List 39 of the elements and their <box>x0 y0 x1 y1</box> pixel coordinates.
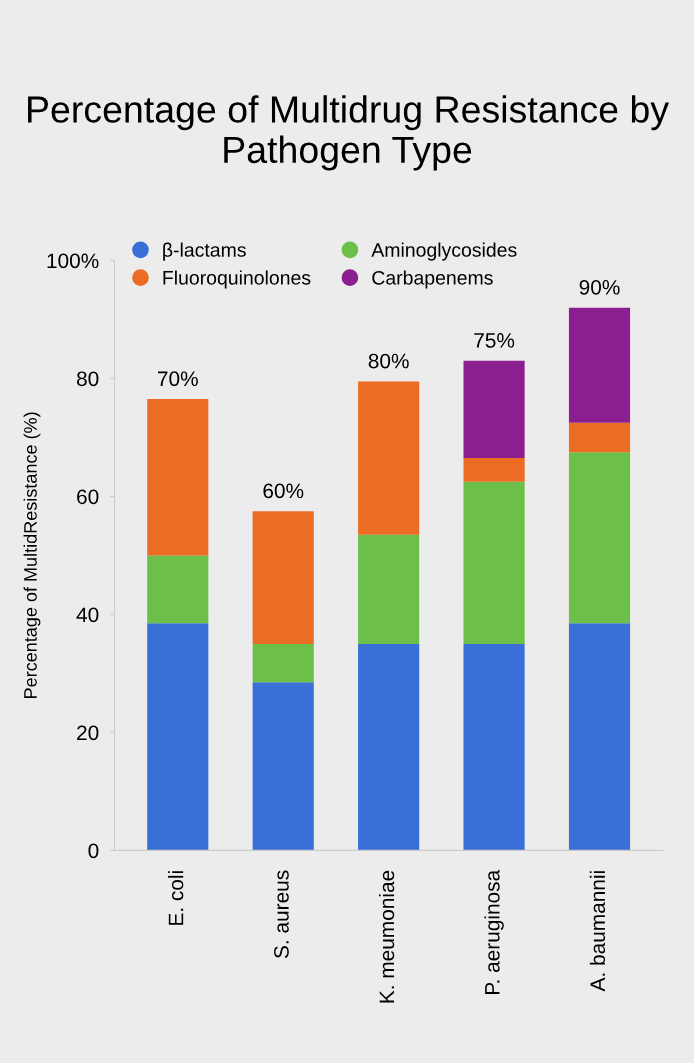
y-tick-label: 80 <box>76 371 99 387</box>
annotation: 90% <box>579 279 620 295</box>
bar <box>252 682 314 851</box>
legend-label: Carbapenems <box>372 270 493 289</box>
bar <box>568 422 631 453</box>
bar <box>568 307 631 423</box>
annotation: 75% <box>474 333 515 348</box>
bar <box>147 555 209 624</box>
bar <box>568 623 631 851</box>
legend-label: Aminoglycosides <box>371 242 517 261</box>
x-tick-label: P. aeruginosa <box>484 869 504 994</box>
y-tick-label: 60 <box>77 489 99 505</box>
bar <box>358 534 420 644</box>
bar <box>463 360 525 459</box>
y-tick-label: 40 <box>76 607 99 623</box>
y-tick-label: 0 <box>88 843 99 859</box>
bar <box>463 643 525 851</box>
annotation: 60% <box>263 483 304 499</box>
bar <box>252 511 314 644</box>
x-tick-label: K. meumoniae <box>378 870 395 1003</box>
bar <box>252 643 314 683</box>
bar <box>358 381 420 535</box>
bar <box>147 623 209 851</box>
bar <box>147 399 209 556</box>
x-tick-label: A. baumannii <box>589 871 606 992</box>
y-tick-label: 20 <box>77 725 99 741</box>
chart-title: Percentage of Multidrug Resistance by Pathogen Type <box>28 95 669 171</box>
bar <box>358 643 420 851</box>
annotation: 80% <box>368 353 409 369</box>
x-tick-label: E. coli <box>168 871 184 925</box>
bar <box>568 452 631 624</box>
legend-label: Fluoroquinolones <box>163 270 311 289</box>
y-axis-title: Percentage of MultidResistance (%) <box>23 412 41 698</box>
bar <box>463 458 525 482</box>
y-tick-label: 100% <box>47 253 99 269</box>
x-tick-label: S. aureus <box>274 870 289 959</box>
bar <box>463 481 525 644</box>
legend-label: β-lactams <box>163 242 246 261</box>
annotation: 70% <box>157 371 198 387</box>
